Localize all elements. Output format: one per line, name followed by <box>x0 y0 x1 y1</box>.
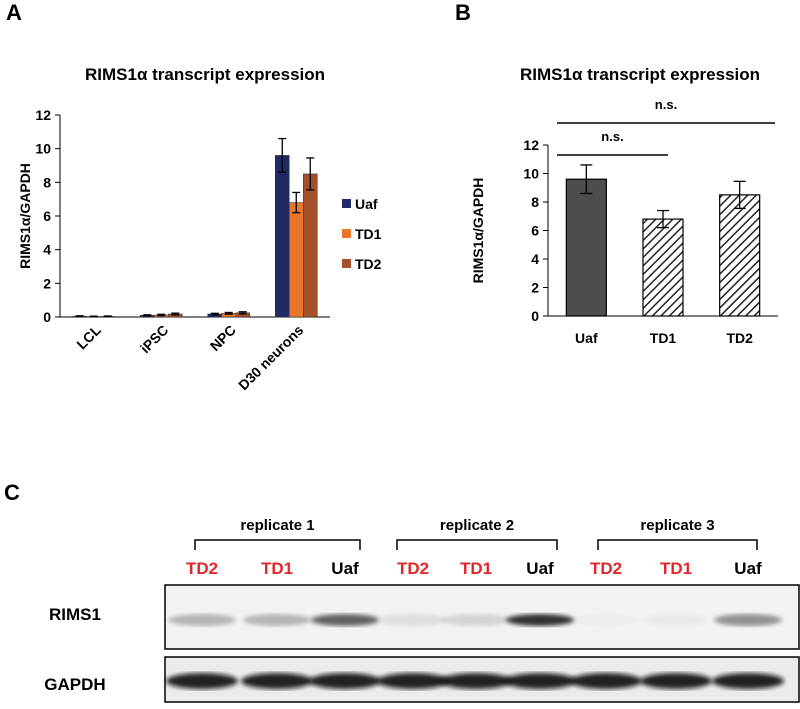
chart-title: RIMS1α transcript expression <box>520 65 760 84</box>
band <box>243 614 311 626</box>
legend-label: TD2 <box>355 256 382 272</box>
legend-label: Uaf <box>355 196 378 212</box>
error-bar <box>580 164 593 195</box>
y-tick-label: 0 <box>43 309 51 325</box>
y-tick-label: 6 <box>43 208 51 224</box>
lane-label: Uaf <box>526 559 554 578</box>
band <box>309 673 381 689</box>
replicate-bracket <box>597 539 758 550</box>
band <box>642 614 710 626</box>
y-tick-label: 8 <box>43 174 51 190</box>
significance-label: n.s. <box>601 129 623 144</box>
x-tick-label: LCL <box>73 321 104 352</box>
lane-label: TD1 <box>660 559 692 578</box>
x-tick-label: iPSC <box>137 322 171 356</box>
error-bar <box>157 313 166 317</box>
band <box>377 673 449 689</box>
replicate-label: replicate 2 <box>440 517 514 534</box>
band <box>168 614 236 626</box>
legend-swatch <box>342 229 351 238</box>
replicate-bracket <box>396 539 558 550</box>
replicate-label: replicate 3 <box>640 517 714 534</box>
bar <box>642 218 684 317</box>
band <box>712 673 784 689</box>
y-tick-label: 6 <box>531 223 539 239</box>
band <box>504 673 576 689</box>
error-bar <box>171 312 180 316</box>
legend-swatch <box>342 259 351 268</box>
panel-label: B <box>455 0 471 25</box>
band <box>714 614 782 626</box>
band <box>506 614 574 626</box>
band <box>311 614 379 626</box>
band <box>241 673 313 689</box>
legend-swatch <box>342 199 351 208</box>
legend-label: TD1 <box>355 226 382 242</box>
lane-label: Uaf <box>734 559 762 578</box>
error-bar <box>75 315 84 318</box>
x-tick-label: NPC <box>207 322 239 354</box>
y-tick-label: 8 <box>531 194 539 210</box>
error-bar <box>278 137 287 173</box>
y-tick-label: 12 <box>523 137 539 153</box>
error-bar <box>143 314 152 317</box>
lane-label: Uaf <box>331 559 359 578</box>
error-bar <box>89 315 98 318</box>
lane-label: TD2 <box>186 559 218 578</box>
panel-label: C <box>4 480 20 505</box>
replicate-label: replicate 1 <box>240 517 314 534</box>
x-tick-label: TD1 <box>650 330 677 346</box>
error-bar <box>224 311 233 315</box>
y-tick-label: 4 <box>531 251 539 267</box>
y-tick-label: 2 <box>531 280 539 296</box>
error-bar <box>103 315 112 318</box>
error-bar <box>292 191 301 214</box>
band <box>442 614 510 626</box>
chart-title: RIMS1α transcript expression <box>85 65 325 84</box>
band <box>379 614 447 626</box>
panel-label: A <box>6 0 22 25</box>
y-tick-label: 0 <box>531 308 539 324</box>
row-label: GAPDH <box>44 675 105 694</box>
y-tick-label: 10 <box>35 141 51 157</box>
bar <box>275 155 290 318</box>
y-tick-label: 4 <box>43 242 51 258</box>
bar <box>289 202 304 318</box>
lane-label: TD2 <box>590 559 622 578</box>
lane-label: TD1 <box>460 559 492 578</box>
error-bar <box>238 311 247 315</box>
band <box>572 614 640 626</box>
error-bar <box>306 157 315 191</box>
error-bar <box>733 180 746 210</box>
replicate-bracket <box>194 539 361 550</box>
y-tick-label: 12 <box>35 107 51 123</box>
bar <box>303 173 318 318</box>
lane-label: TD2 <box>397 559 429 578</box>
band <box>570 673 642 689</box>
band <box>440 673 512 689</box>
band <box>640 673 712 689</box>
lane-label: TD1 <box>261 559 293 578</box>
y-axis-label: RIMS1α/GAPDH <box>17 163 33 269</box>
error-bar <box>657 209 669 229</box>
y-tick-label: 2 <box>43 275 51 291</box>
x-tick-label: Uaf <box>575 330 598 346</box>
x-tick-label: TD2 <box>726 330 753 346</box>
row-label: RIMS1 <box>49 605 101 624</box>
bar <box>565 178 607 317</box>
y-tick-label: 10 <box>523 166 539 182</box>
error-bar <box>210 312 219 316</box>
y-axis-label: RIMS1α/GAPDH <box>470 178 486 284</box>
band <box>166 673 238 689</box>
significance-label: n.s. <box>655 97 677 112</box>
bar <box>719 194 761 317</box>
x-tick-label: D30 neurons <box>235 322 306 393</box>
